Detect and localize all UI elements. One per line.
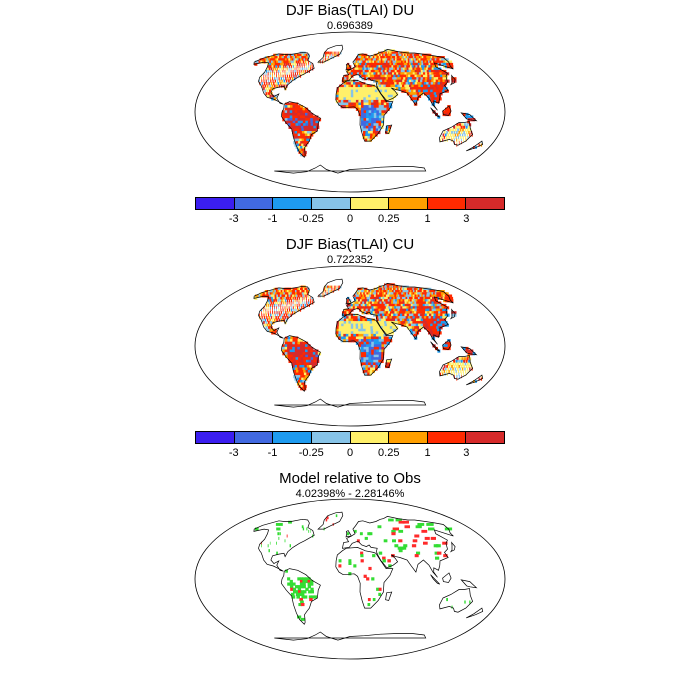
map-border <box>194 498 506 660</box>
coastline-antarctica <box>274 398 427 408</box>
coastline-borneo <box>442 105 452 116</box>
colorbar-tick-label: -0.25 <box>298 213 324 225</box>
colorbar-tick-label: -0.25 <box>298 447 324 459</box>
panel-1-subtitle: 0.696389 <box>327 20 373 32</box>
colorbar-swatch <box>466 198 504 209</box>
colorbar-swatch <box>389 198 428 209</box>
coastline-borneo <box>442 339 452 350</box>
colorbar-swatch <box>234 432 274 443</box>
colorbar-swatch <box>311 198 351 209</box>
panel-2-title: DJF Bias(TLAI) CU <box>285 236 415 253</box>
coastline-australia <box>439 588 474 613</box>
coastline-antarctica <box>274 164 427 174</box>
coastline-japan <box>449 74 456 86</box>
coastline-japan <box>449 541 456 553</box>
colorbar-2-labels: -3 -1 -0.25 0 0.25 1 3 <box>195 447 505 461</box>
colorbar-tick-label: 0 <box>346 213 354 225</box>
coastline-south-america <box>280 335 321 392</box>
colorbar-1 <box>195 197 505 210</box>
bias-map-cu <box>194 265 506 427</box>
coastline-sumatra <box>430 107 441 118</box>
coastline-eurasia <box>341 283 454 345</box>
coastline-new-guinea <box>460 346 478 356</box>
coastline-australia <box>439 121 474 146</box>
coastline-sumatra <box>430 574 441 585</box>
colorbar-tick-label: 3 <box>463 213 470 225</box>
colorbar-swatch <box>427 198 467 209</box>
coastline-north-america <box>253 518 315 572</box>
coastline-africa <box>335 314 394 376</box>
colorbar-tick-label: 0 <box>346 447 354 459</box>
map-border <box>194 31 506 193</box>
coastline-australia <box>439 355 474 380</box>
coastline-uk <box>345 530 352 538</box>
colorbar-1-labels: -3 -1 -0.25 0 0.25 1 3 <box>195 213 505 227</box>
coastline-new-guinea <box>460 579 478 589</box>
coastline-greenland <box>317 511 344 530</box>
colorbar-tick-label: 0.25 <box>378 213 400 225</box>
coastline-africa <box>335 80 394 142</box>
coastline-eurasia <box>341 516 454 578</box>
coastline-new-zealand <box>466 374 484 386</box>
colorbar-tick-label: 1 <box>424 213 431 225</box>
colorbar-tick-label: 3 <box>463 447 470 459</box>
coastline-new-zealand <box>466 607 484 619</box>
coastline-japan <box>449 308 456 320</box>
coastline-uk <box>345 63 352 71</box>
relative-field <box>255 514 471 621</box>
coastline-sumatra <box>430 341 441 352</box>
colorbar-swatch <box>350 432 390 443</box>
colorbar-tick-label: -1 <box>267 447 278 459</box>
colorbar-tick-label: -3 <box>228 447 239 459</box>
coastline-borneo <box>442 572 452 583</box>
coastline-south-america <box>280 568 321 625</box>
map-border <box>194 265 506 427</box>
colorbar-tick-label: 0.25 <box>378 447 400 459</box>
colorbar-2 <box>195 431 505 444</box>
bias-map-du <box>194 31 506 193</box>
colorbar-swatch <box>234 198 274 209</box>
coastline-new-zealand <box>466 140 484 152</box>
colorbar-swatch <box>389 432 428 443</box>
coastline-north-america <box>253 285 315 339</box>
colorbar-swatch <box>427 432 467 443</box>
coastline-uk <box>345 297 352 305</box>
coastline-africa <box>335 547 394 609</box>
bias-field <box>254 49 483 157</box>
coastline-eurasia <box>341 49 454 111</box>
colorbar-swatch <box>350 198 390 209</box>
panel-1-title: DJF Bias(TLAI) DU <box>285 2 415 19</box>
colorbar-tick-label: 1 <box>424 447 431 459</box>
coastline-greenland <box>317 278 344 297</box>
colorbar-swatch <box>466 432 504 443</box>
colorbar-tick-label: -3 <box>228 213 239 225</box>
relative-map <box>194 498 506 660</box>
panel-3-title: Model relative to Obs <box>279 470 421 487</box>
colorbar-tick-label: -1 <box>267 213 278 225</box>
bias-field <box>254 283 483 391</box>
panel-2-subtitle: 0.722352 <box>327 254 373 266</box>
coastline-north-america <box>253 51 315 105</box>
coastline-greenland <box>317 44 344 63</box>
coastline-south-america <box>280 101 321 158</box>
coastline-madagascar <box>385 124 393 134</box>
coastline-madagascar <box>385 591 393 601</box>
colorbar-swatch <box>311 432 351 443</box>
coastline-madagascar <box>385 358 393 368</box>
colorbar-swatch <box>196 198 235 209</box>
coastline-antarctica <box>274 631 427 641</box>
colorbar-swatch <box>273 432 312 443</box>
colorbar-swatch <box>273 198 312 209</box>
colorbar-swatch <box>196 432 235 443</box>
coastline-new-guinea <box>460 112 478 122</box>
panel-3-subtitle: 4.02398% - 2.28146% <box>295 488 405 500</box>
